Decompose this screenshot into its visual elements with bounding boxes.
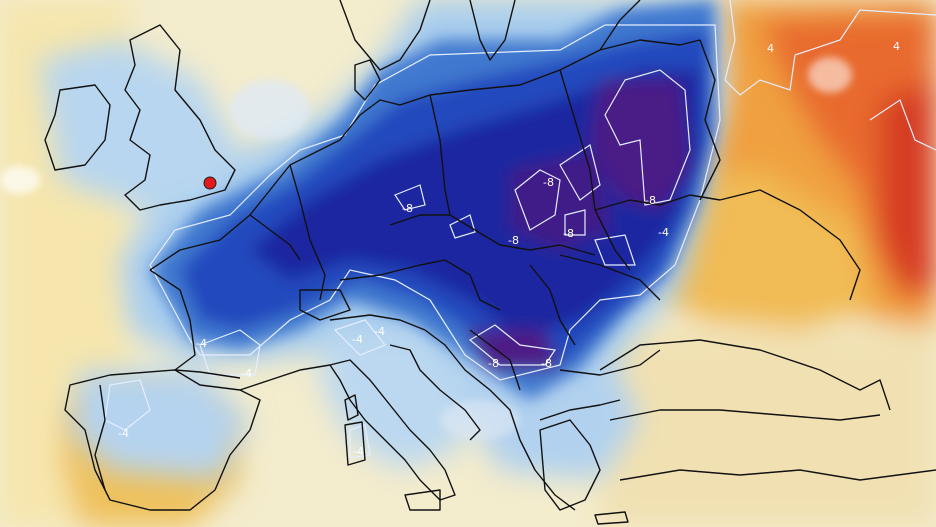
label-4-russia-west: 4 xyxy=(767,42,774,55)
label-minus8-balkans: -8 xyxy=(488,357,499,370)
border-bulgaria-greece xyxy=(539,399,621,421)
contour-lines xyxy=(104,0,936,459)
border-france-germany xyxy=(289,164,326,301)
purple-core-balkans xyxy=(465,330,560,370)
border-hungary-romania xyxy=(529,264,576,346)
contour-minus8-belarus xyxy=(604,69,691,206)
coastline-sardinia xyxy=(344,421,366,466)
label-minus4-sardinia: -4 xyxy=(353,445,364,458)
coastline-balkans-west xyxy=(424,329,576,511)
contour-minus4-sardinia xyxy=(349,424,371,459)
coastline-turkey-south xyxy=(619,469,936,481)
white-patches xyxy=(0,57,852,440)
contour-labels: -8 -8 -8 -8 -8 -8 -8 -4 -4 -4 -4 -4 -4 -… xyxy=(118,40,900,458)
cold-core-field xyxy=(150,0,715,400)
border-belarus-russia xyxy=(699,39,721,201)
label-minus8-czech: -8 xyxy=(508,234,519,247)
coastline-italy-east xyxy=(389,344,481,441)
coastline-corsica xyxy=(344,394,359,421)
coastline-black-sea xyxy=(599,339,891,411)
border-ukraine-russia xyxy=(719,189,861,301)
border-germany-poland xyxy=(429,94,451,216)
border-austria-hungary xyxy=(444,259,501,311)
contour-minus8-poland2 xyxy=(559,144,601,201)
coastline-crete xyxy=(594,511,629,525)
border-spain-france xyxy=(174,369,241,379)
iberia-light-blue xyxy=(70,370,250,480)
coastline-france-west xyxy=(149,269,196,371)
coastline-greece xyxy=(539,419,601,511)
border-spain-portugal xyxy=(94,384,106,491)
contour-minus8-balkans xyxy=(468,324,557,366)
russia-deep-red-region xyxy=(880,80,936,290)
border-romania-ukraine xyxy=(559,254,661,301)
coastline-black-sea-south xyxy=(609,409,881,421)
label-minus4-alps: -4 xyxy=(374,325,385,338)
uk-light-blue xyxy=(40,40,240,210)
country-borders xyxy=(44,0,936,525)
contour-4-russia-east xyxy=(869,99,936,151)
contour-4-russia xyxy=(724,0,936,96)
label-minus8-poland-east: -8 xyxy=(543,176,554,189)
contour-minus4-iberia xyxy=(104,379,151,431)
contour-minus4-south-france xyxy=(199,329,261,376)
border-germany-czech xyxy=(389,214,476,231)
contour-minus4-alps xyxy=(333,319,386,356)
contour-minus4-main xyxy=(149,24,721,381)
coastline-sicily xyxy=(404,489,441,511)
label-minus8-serbia: -8 xyxy=(541,357,552,370)
italy-light-blue xyxy=(320,330,470,470)
border-serbia-croatia xyxy=(469,329,521,391)
coastline-denmark xyxy=(354,59,381,101)
border-poland-east xyxy=(559,69,631,271)
deep-blue-region xyxy=(250,70,700,340)
coastline-sweden-south xyxy=(469,0,516,61)
coastline-ireland xyxy=(44,84,111,171)
label-minus4-iberia: -4 xyxy=(118,427,129,440)
label-minus4-italy-north: -4 xyxy=(352,333,363,346)
label-minus4-france-south: -4 xyxy=(196,337,207,350)
coastline-continent-north xyxy=(149,0,641,271)
border-baltics xyxy=(599,39,701,51)
coastline-great-britain xyxy=(124,24,236,211)
coastline-iberia xyxy=(64,369,261,511)
location-marker xyxy=(203,176,217,190)
border-czech-slovakia xyxy=(474,229,596,256)
border-belarus-ukraine xyxy=(594,194,721,211)
label-minus8-germany: -8 xyxy=(402,202,413,215)
ukraine-yellow-region xyxy=(650,170,870,330)
contour-minus8-czech xyxy=(449,214,476,239)
border-switzerland xyxy=(299,289,351,321)
contour-minus8-ukr xyxy=(594,234,636,266)
label-minus8-belarus: -8 xyxy=(645,194,656,207)
contour-minus8-poland xyxy=(514,169,561,231)
border-romania-bulgaria xyxy=(559,349,661,376)
border-italy-austria xyxy=(329,314,426,331)
border-benelux xyxy=(249,214,301,261)
label-minus4-ukraine-border: -4 xyxy=(658,226,669,239)
coastline-france-south xyxy=(239,364,331,391)
contour-minus8-germany xyxy=(394,184,426,211)
coastline-scandinavia xyxy=(339,0,431,71)
label-4-russia-northeast: 4 xyxy=(893,40,900,53)
contour-minus8-carp xyxy=(564,209,586,236)
border-germany-austria xyxy=(339,259,446,281)
label-minus4-pyrenees: -4 xyxy=(241,367,252,380)
turkey-pale-region xyxy=(600,330,936,527)
label-minus8-carpathians: -8 xyxy=(563,227,574,240)
